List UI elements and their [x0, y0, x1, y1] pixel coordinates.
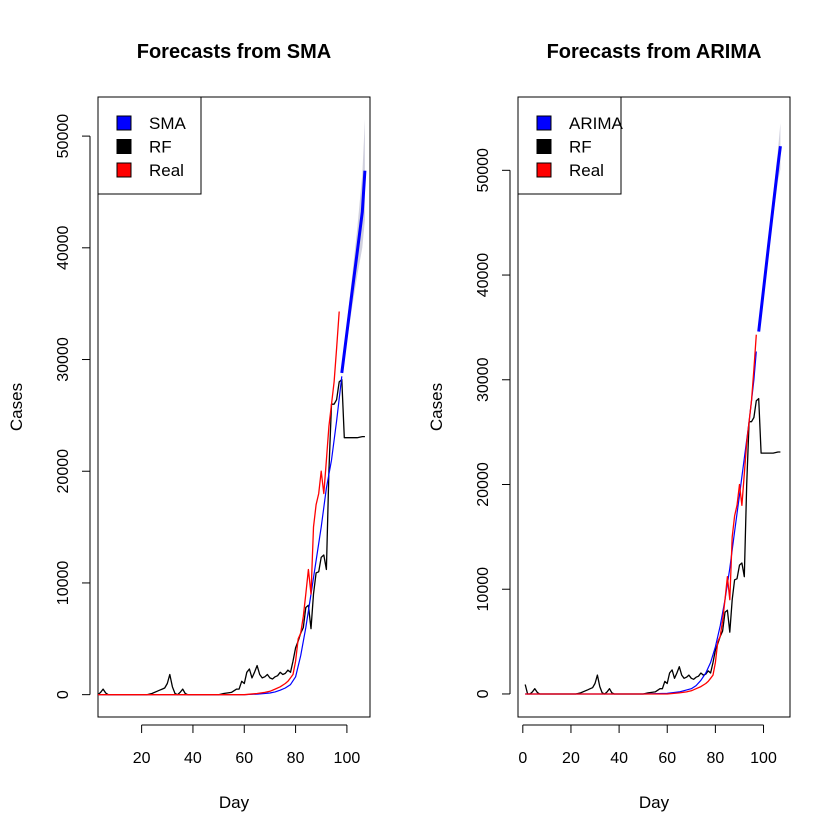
chart-panel-0: Forecasts from SMA Day Cases 20 40 60 80 100 0 10…	[7, 41, 371, 812]
x-tick-label: 60	[235, 750, 253, 767]
x-axis-label: Day	[219, 793, 250, 812]
series-line-red	[98, 311, 340, 696]
plot-box	[97, 96, 371, 718]
y-tick-label: 10000	[55, 561, 72, 606]
series-line-red	[525, 334, 757, 695]
x-tick-label: 0	[518, 750, 527, 767]
y-tick-label: 40000	[55, 225, 72, 270]
x-tick-label: 20	[133, 750, 151, 767]
legend-label: Real	[569, 161, 604, 180]
plot-area	[98, 119, 367, 696]
y-tick-label: 50000	[475, 148, 492, 193]
series-line-blue-forecast	[340, 170, 367, 374]
legend-swatch	[116, 162, 132, 178]
y-tick-label: 0	[475, 689, 492, 698]
series-line-black	[524, 397, 781, 695]
y-tick-label: 0	[55, 690, 72, 699]
legend-label: Real	[149, 161, 184, 180]
legend-swatch	[536, 115, 552, 131]
chart-title: Forecasts from ARIMA	[547, 41, 762, 63]
legend-label: RF	[569, 138, 592, 157]
series-line-blue-forecast	[757, 146, 782, 332]
series-line-blue-fitted	[98, 376, 343, 696]
y-tick-label: 10000	[475, 567, 492, 612]
x-axis-label: Day	[639, 793, 670, 812]
x-tick-label: 20	[562, 750, 580, 767]
y-tick-label: 20000	[55, 449, 72, 494]
series-line-blue-fitted	[525, 351, 757, 695]
legend-swatch	[116, 139, 132, 154]
x-tick-label: 60	[658, 750, 676, 767]
y-tick-label: 30000	[475, 357, 492, 402]
legend-swatch	[536, 162, 552, 178]
legend: ARIMA RF Real	[517, 96, 624, 195]
y-axis-label: Cases	[427, 383, 446, 431]
y-tick-label: 30000	[55, 337, 72, 382]
plot-area	[524, 123, 782, 695]
legend-swatch	[116, 115, 132, 131]
x-tick-label: 100	[334, 750, 361, 767]
x-tick-label: 100	[750, 750, 777, 767]
legend-label: ARIMA	[569, 114, 624, 133]
y-tick-label: 50000	[55, 114, 72, 159]
y-tick-label: 40000	[475, 253, 492, 298]
series-line-black	[98, 378, 365, 696]
x-tick-label: 80	[706, 750, 724, 767]
legend: SMA RF Real	[97, 96, 202, 195]
x-tick-label: 40	[184, 750, 202, 767]
chart-title: Forecasts from SMA	[137, 41, 332, 63]
plot-box	[517, 96, 791, 718]
y-tick-label: 20000	[475, 462, 492, 507]
y-axis-label: Cases	[7, 383, 26, 431]
legend-box	[97, 96, 202, 195]
chart-panel-1: Forecasts from ARIMA Day Cases 0 20 40 60 80 100…	[427, 41, 791, 812]
x-tick-label: 80	[287, 750, 305, 767]
legend-label: RF	[149, 138, 172, 157]
legend-box	[517, 96, 622, 195]
legend-label: SMA	[149, 114, 187, 133]
x-tick-label: 40	[610, 750, 628, 767]
legend-swatch	[536, 139, 552, 154]
